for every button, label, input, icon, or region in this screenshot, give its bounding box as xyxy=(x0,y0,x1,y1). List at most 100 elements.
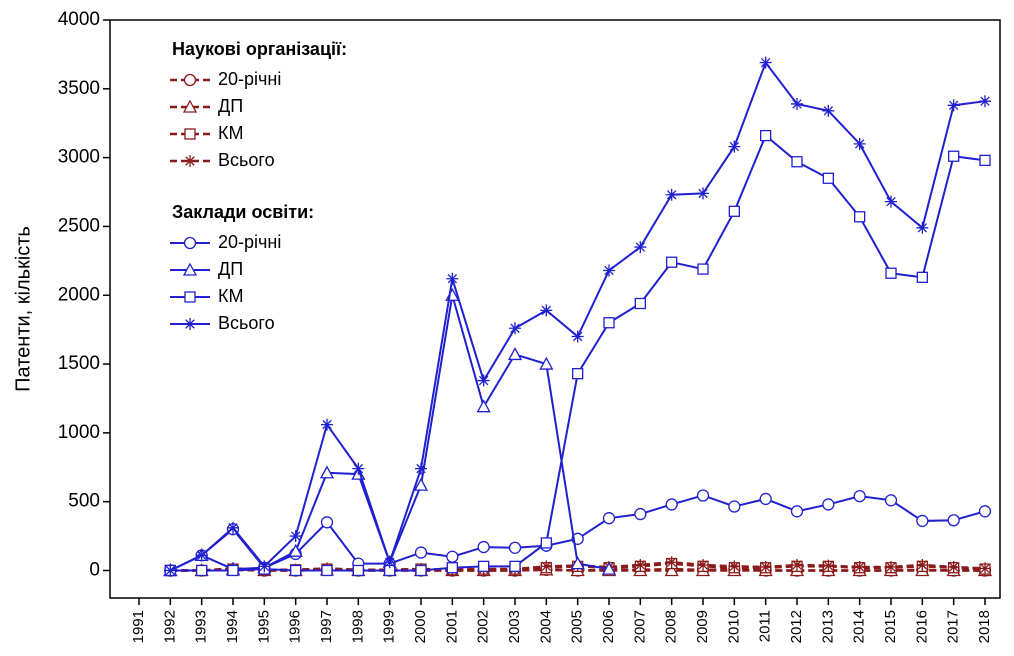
y-axis-label: Патенти, кількість xyxy=(12,226,34,392)
marker xyxy=(822,498,835,511)
marker xyxy=(978,505,992,518)
marker xyxy=(415,462,427,475)
marker xyxy=(508,541,522,554)
marker xyxy=(476,399,491,413)
marker xyxy=(184,318,196,330)
marker xyxy=(184,128,196,140)
x-tick-label: 1996 xyxy=(287,610,304,643)
x-tick-label: 1997 xyxy=(318,610,335,643)
x-tick-label: 1992 xyxy=(161,610,178,643)
legend-label: ДП xyxy=(218,259,243,279)
x-tick-label: 2007 xyxy=(631,610,648,643)
marker xyxy=(696,489,710,502)
marker xyxy=(760,129,772,142)
marker xyxy=(822,172,834,184)
marker xyxy=(759,56,772,69)
marker xyxy=(183,73,197,87)
x-tick-label: 2000 xyxy=(412,610,429,643)
marker xyxy=(572,368,584,380)
marker xyxy=(320,516,334,529)
marker xyxy=(759,492,772,506)
marker xyxy=(602,512,616,525)
marker xyxy=(352,462,365,475)
x-tick-label: 2013 xyxy=(819,610,836,643)
marker xyxy=(916,271,928,283)
marker xyxy=(634,297,646,310)
marker xyxy=(885,195,897,208)
x-tick-label: 2002 xyxy=(475,610,492,643)
marker xyxy=(413,477,429,491)
marker xyxy=(446,562,458,574)
marker xyxy=(634,507,647,521)
marker xyxy=(184,155,196,167)
marker xyxy=(854,211,866,223)
legend-label: КМ xyxy=(218,123,243,143)
x-tick-label: 2001 xyxy=(443,610,460,643)
marker xyxy=(697,558,709,571)
y-tick-label: 3500 xyxy=(58,78,100,99)
marker xyxy=(414,546,428,559)
marker xyxy=(822,104,835,117)
marker xyxy=(853,490,866,503)
marker xyxy=(947,561,960,574)
marker xyxy=(415,564,427,577)
marker xyxy=(571,330,584,343)
marker xyxy=(383,556,396,569)
y-tick-label: 2500 xyxy=(58,215,100,236)
marker xyxy=(634,241,647,254)
marker xyxy=(665,188,678,201)
marker xyxy=(916,558,929,571)
marker xyxy=(947,99,960,112)
y-tick-label: 1500 xyxy=(58,353,100,374)
x-tick-label: 2004 xyxy=(537,610,554,643)
marker xyxy=(289,530,302,543)
y-tick-label: 500 xyxy=(68,491,100,512)
y-tick-label: 3000 xyxy=(58,147,100,168)
x-tick-label: 2015 xyxy=(882,610,899,643)
marker xyxy=(791,97,803,110)
x-tick-label: 1999 xyxy=(381,610,398,643)
x-tick-label: 2016 xyxy=(913,610,930,643)
y-tick-label: 4000 xyxy=(58,9,100,30)
marker xyxy=(539,356,554,370)
marker xyxy=(947,514,960,527)
legend-label: КМ xyxy=(218,286,243,306)
x-tick-label: 2005 xyxy=(569,610,586,643)
x-tick-label: 2011 xyxy=(757,610,774,642)
x-tick-label: 2010 xyxy=(725,610,742,643)
legend-title: Заклади освіти: xyxy=(172,202,314,222)
marker xyxy=(540,304,553,317)
plot-frame xyxy=(109,19,1001,599)
legend-label: 20-річні xyxy=(218,69,281,89)
x-tick-label: 2018 xyxy=(976,610,993,643)
marker xyxy=(540,560,553,573)
marker xyxy=(603,264,615,277)
marker xyxy=(183,236,197,250)
x-tick-label: 1993 xyxy=(193,610,210,643)
x-tick-label: 1995 xyxy=(255,610,272,643)
x-tick-label: 2008 xyxy=(663,610,680,643)
marker xyxy=(665,498,678,511)
marker xyxy=(352,564,364,577)
marker xyxy=(759,561,772,574)
marker xyxy=(182,99,198,113)
marker xyxy=(822,559,835,572)
marker xyxy=(948,150,960,162)
marker xyxy=(884,494,898,507)
marker xyxy=(853,137,866,150)
marker xyxy=(288,543,303,557)
marker xyxy=(290,564,302,577)
marker xyxy=(634,558,647,571)
marker xyxy=(184,291,196,303)
marker xyxy=(601,561,617,575)
marker xyxy=(321,564,333,577)
marker xyxy=(321,418,333,431)
legend-label: 20-річні xyxy=(218,232,281,252)
marker xyxy=(164,564,177,577)
x-tick-label: 2017 xyxy=(945,610,962,643)
marker xyxy=(697,187,709,200)
marker xyxy=(728,500,741,513)
marker xyxy=(885,561,897,574)
marker xyxy=(791,558,803,571)
marker xyxy=(570,556,585,570)
